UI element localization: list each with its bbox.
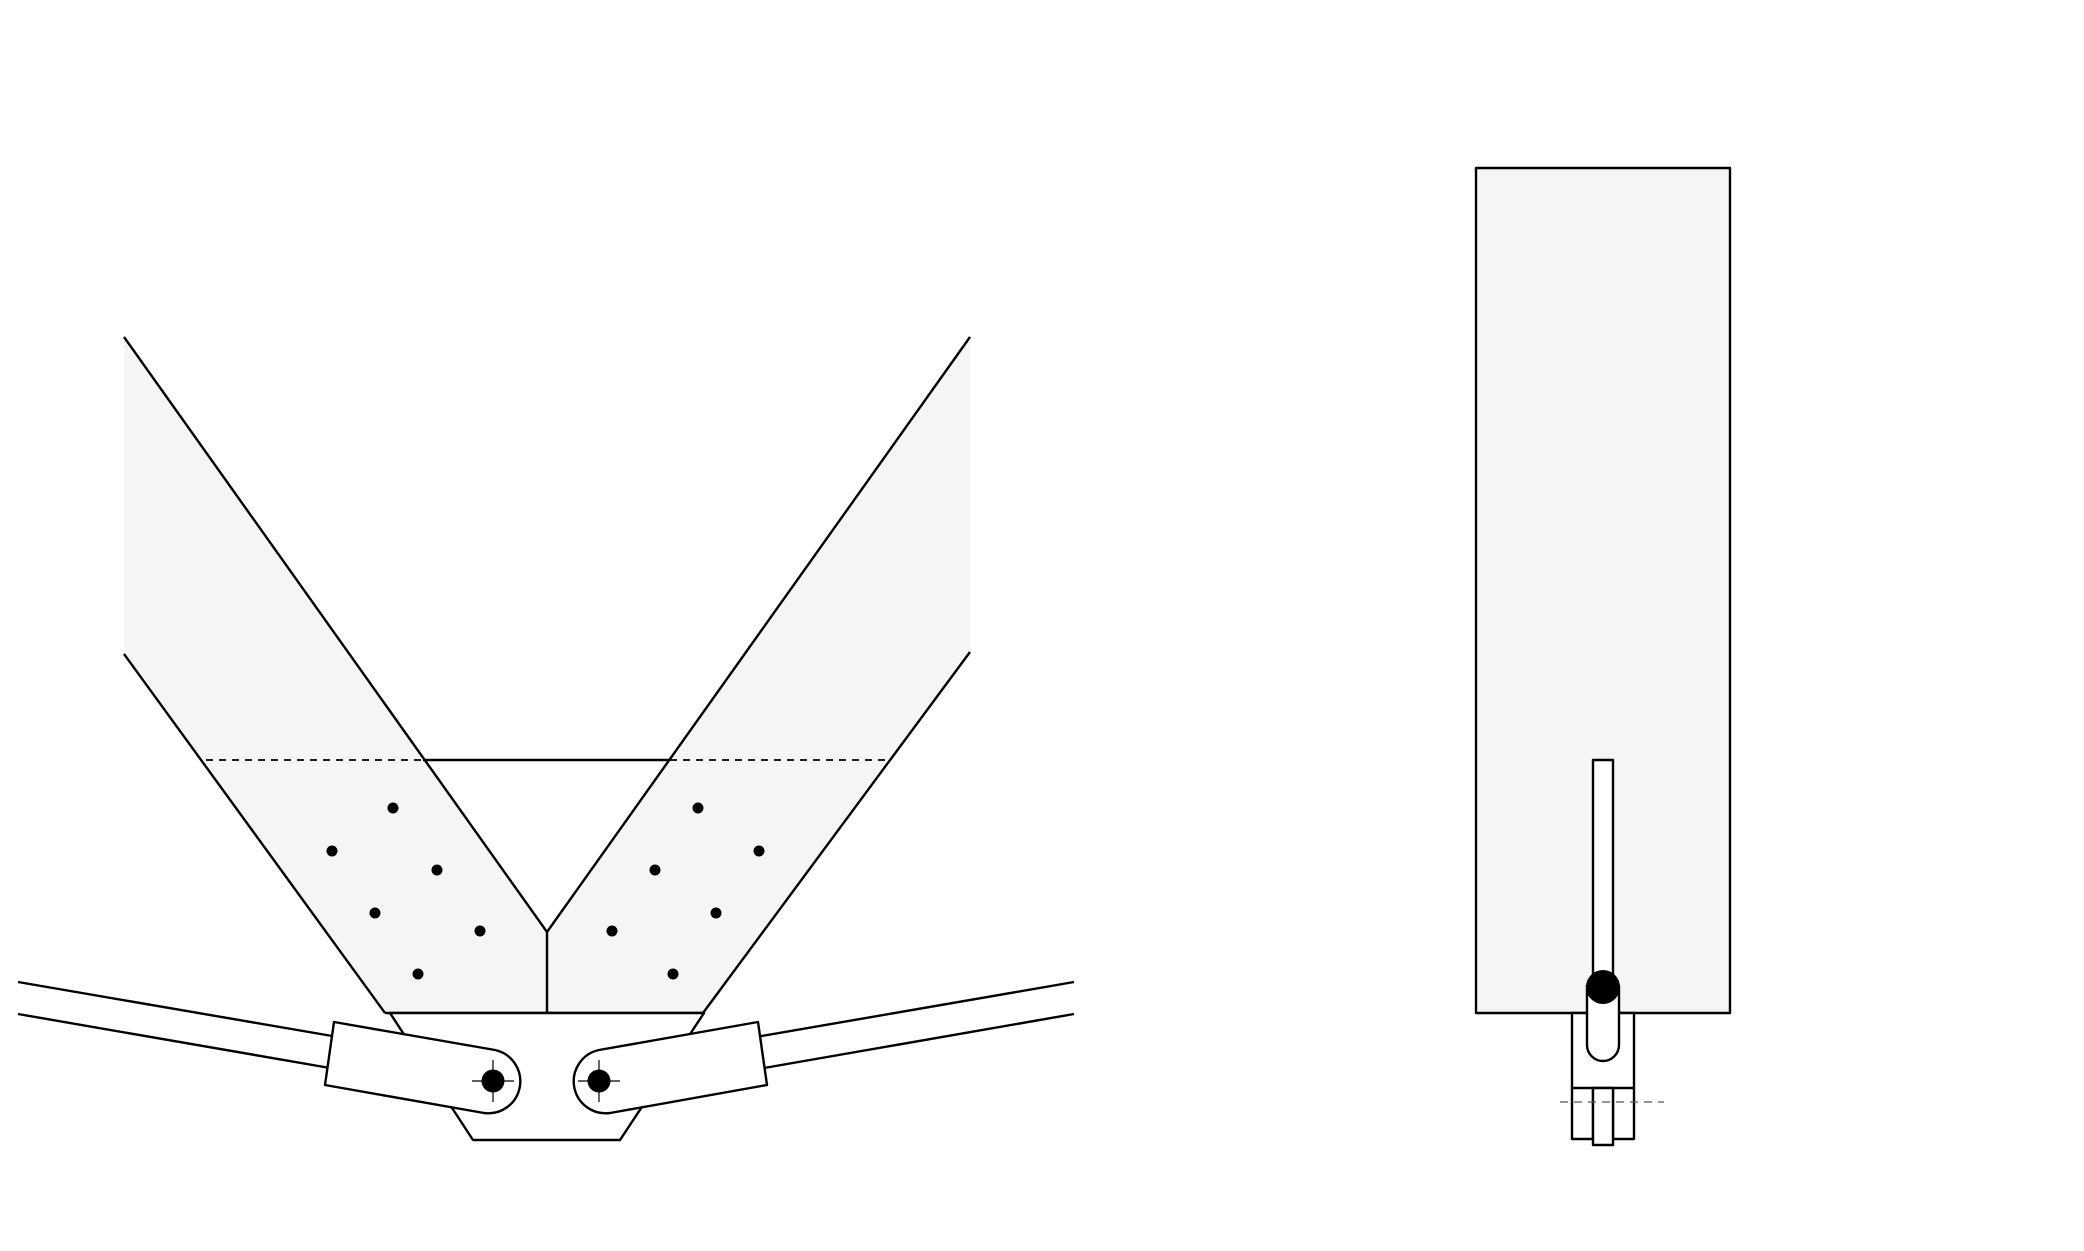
pin-circle [587, 1069, 611, 1093]
left-member-bolts [326, 802, 486, 980]
left-member-inner-edge [123, 336, 548, 933]
bolt [649, 864, 661, 876]
slotted-tongue [1585, 985, 1621, 1063]
pin-circle [481, 1069, 505, 1093]
left-panel-fill [124, 337, 547, 1013]
gusset-plate [423, 760, 670, 932]
left-pin [472, 1060, 514, 1102]
bolt [753, 845, 765, 857]
bolt [692, 802, 704, 814]
right-member-bolts [606, 802, 765, 980]
side-pin [1586, 970, 1620, 1004]
bolt [710, 907, 722, 919]
bolt [387, 802, 399, 814]
left-member-outer-edge [123, 653, 386, 1014]
side-view [1474, 166, 1732, 1147]
bolt [431, 864, 443, 876]
right-member-inner-edge [546, 336, 971, 933]
right-member-outer-edge [702, 651, 971, 1014]
bolt [412, 968, 424, 980]
web-strip [1591, 758, 1615, 998]
right-rod-top-edge [755, 980, 1075, 1039]
bolt [369, 907, 381, 919]
left-rod-top-edge [17, 980, 339, 1039]
tie-bar-end [1591, 1086, 1615, 1147]
right-clevis-arm [572, 1020, 769, 1115]
right-panel-fill [547, 337, 970, 1013]
right-pin [578, 1060, 620, 1102]
bolt [667, 968, 679, 980]
bolt [606, 925, 618, 937]
bolt [474, 925, 486, 937]
bolt [326, 845, 338, 857]
front-view [17, 336, 1075, 1142]
left-rod-bottom-edge [17, 1012, 331, 1070]
left-clevis-arm [323, 1020, 522, 1115]
right-rod-bottom-edge [763, 1012, 1075, 1070]
